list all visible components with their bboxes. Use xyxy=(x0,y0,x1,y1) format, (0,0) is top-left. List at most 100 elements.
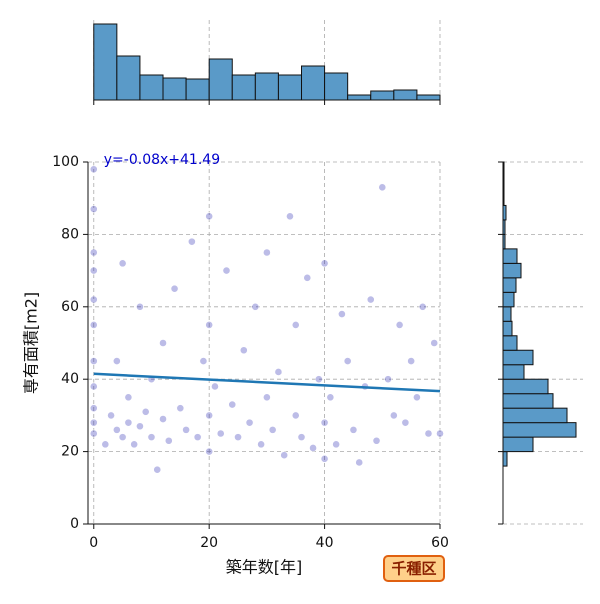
side-hist-bar xyxy=(502,335,518,351)
point xyxy=(245,418,254,427)
y-tick-label: 80 xyxy=(61,226,79,242)
point xyxy=(89,382,98,391)
side-hist-bar xyxy=(502,378,549,395)
point xyxy=(291,320,300,329)
point xyxy=(407,357,416,365)
point xyxy=(89,320,98,329)
point xyxy=(89,165,98,174)
point xyxy=(182,425,190,434)
top-hist-bar xyxy=(208,58,233,101)
point xyxy=(268,425,277,434)
point xyxy=(228,400,237,409)
point xyxy=(136,302,144,311)
point xyxy=(89,248,98,257)
point xyxy=(343,357,352,365)
point xyxy=(205,447,214,456)
point xyxy=(395,320,404,329)
point xyxy=(326,393,335,402)
top-hist-bar xyxy=(324,72,349,101)
tag-box xyxy=(383,555,445,582)
side-hist-bar xyxy=(502,349,534,366)
side-hist-bar xyxy=(502,422,577,438)
point xyxy=(141,407,150,416)
point xyxy=(251,302,260,311)
point xyxy=(112,357,121,365)
point xyxy=(199,357,208,365)
top-hist-bar xyxy=(185,78,210,101)
y-axis-label: 専有面積[m2] xyxy=(22,292,41,394)
point xyxy=(303,273,312,282)
point xyxy=(332,440,341,449)
side-hist-bar xyxy=(502,393,554,409)
point xyxy=(280,451,289,460)
point xyxy=(401,418,410,427)
y-tick-label: 0 xyxy=(70,516,79,532)
top-hist-bar xyxy=(393,89,418,101)
top-hist-bar xyxy=(347,94,372,101)
point xyxy=(89,404,98,413)
point xyxy=(159,415,167,423)
x-tick-label: 20 xyxy=(200,535,218,551)
point xyxy=(118,433,127,442)
point xyxy=(130,440,139,449)
regression-line xyxy=(93,372,441,393)
point xyxy=(366,295,375,304)
point xyxy=(314,375,323,384)
point xyxy=(176,404,185,413)
point xyxy=(164,436,173,445)
point xyxy=(159,339,167,347)
point xyxy=(193,433,202,442)
point xyxy=(89,266,98,275)
side-hist-bar xyxy=(502,277,517,293)
point xyxy=(147,433,156,442)
y-tick-label: 100 xyxy=(52,154,79,170)
y-tick-label: 60 xyxy=(61,299,79,315)
top-hist-bar xyxy=(231,74,256,101)
point xyxy=(187,237,196,246)
top-hist-bar xyxy=(301,65,326,101)
side-hist-bar xyxy=(502,248,518,264)
point xyxy=(309,444,317,452)
point xyxy=(436,429,444,438)
x-axis-label: 築年数[年] xyxy=(226,558,303,577)
point xyxy=(384,375,392,384)
side-hist-bar xyxy=(502,320,513,337)
x-tick-label: 40 xyxy=(316,535,334,551)
point xyxy=(89,429,98,438)
top-hist-bar xyxy=(162,77,187,101)
regression-label: y=-0.08x+41.49 xyxy=(104,152,220,168)
side-hist-bar xyxy=(502,306,512,322)
side-hist-bar xyxy=(502,262,522,279)
y-tick-label: 40 xyxy=(61,371,79,387)
point xyxy=(124,393,133,402)
side-hist-bar xyxy=(502,364,525,380)
point xyxy=(124,418,133,427)
point xyxy=(239,346,248,355)
point xyxy=(297,433,306,442)
point xyxy=(320,454,329,463)
point xyxy=(349,425,358,434)
point xyxy=(112,425,121,434)
point xyxy=(118,259,127,268)
point xyxy=(101,440,110,449)
point xyxy=(89,357,98,365)
point xyxy=(262,393,271,402)
side-hist-bar xyxy=(502,436,534,453)
top-hist-bar xyxy=(277,74,303,101)
point xyxy=(413,393,421,402)
point xyxy=(107,411,115,420)
point xyxy=(136,422,144,431)
point xyxy=(216,429,225,438)
point xyxy=(320,259,329,268)
point xyxy=(424,429,433,438)
top-hist-bar xyxy=(93,23,118,101)
point xyxy=(430,339,439,347)
point xyxy=(222,266,231,275)
side-hist-bar xyxy=(502,291,515,308)
point xyxy=(89,418,98,427)
x-tick-label: 0 xyxy=(89,535,98,551)
x-tick-label: 60 xyxy=(431,535,449,551)
tag: 千種区 xyxy=(391,560,436,578)
point xyxy=(389,411,398,420)
point xyxy=(205,320,214,329)
